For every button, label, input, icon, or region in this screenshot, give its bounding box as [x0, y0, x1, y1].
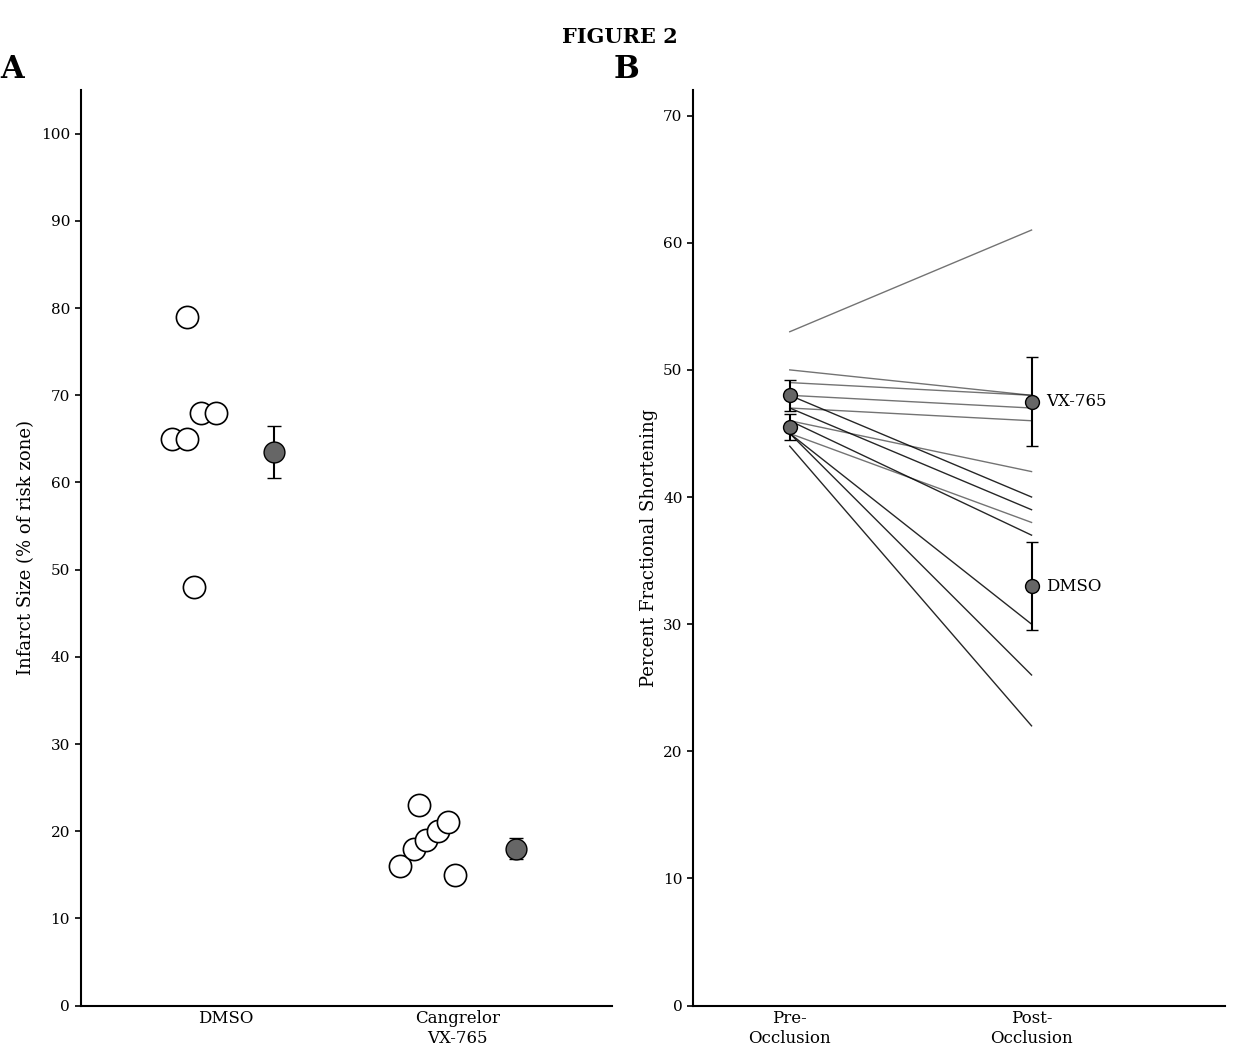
Text: FIGURE 2: FIGURE 2: [562, 27, 678, 47]
Text: B: B: [614, 53, 639, 85]
Text: A: A: [1, 53, 25, 85]
Text: VX-765: VX-765: [1047, 393, 1106, 410]
Y-axis label: Percent Fractional Shortening: Percent Fractional Shortening: [640, 409, 657, 687]
Y-axis label: Infarct Size (% of risk zone): Infarct Size (% of risk zone): [17, 421, 35, 675]
Text: DMSO: DMSO: [1047, 578, 1101, 595]
